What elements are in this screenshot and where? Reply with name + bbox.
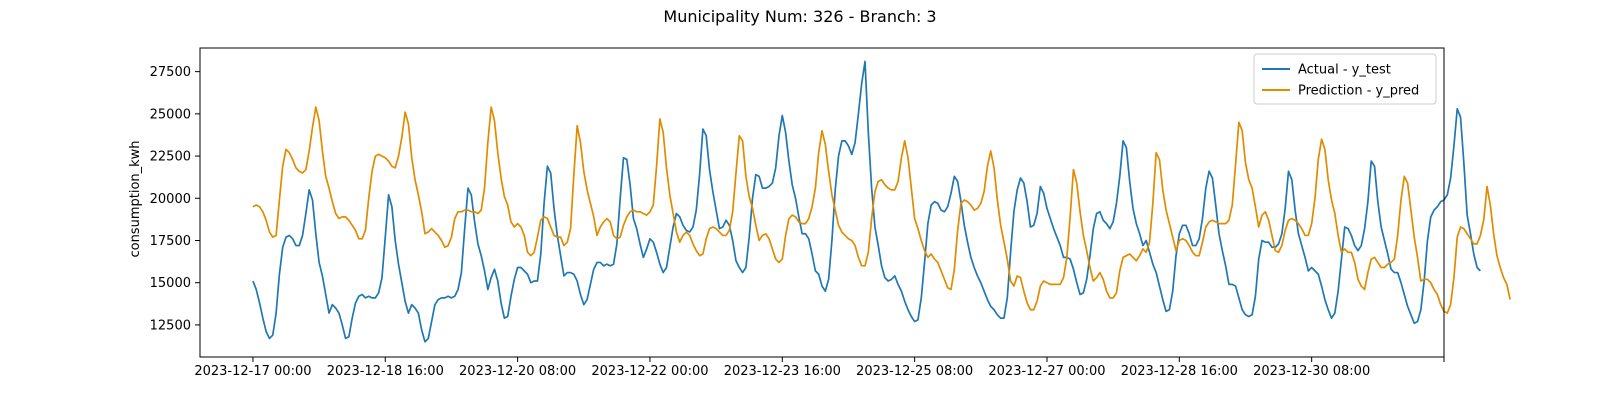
legend-box — [1253, 53, 1437, 105]
y-tick-label: 25000 — [150, 107, 191, 122]
y-axis: 12500 15000 17500 20000 22500 25000 27500 — [150, 65, 200, 333]
series-line-1 — [252, 106, 1512, 314]
x-axis: 2023-12-17 00:00 2023-12-18 16:00 2023-12-… — [194, 357, 1445, 379]
x-tick-label: 2023-12-20 08:00 — [459, 364, 576, 379]
legend: Actual - y_test Prediction - y_pred — [1253, 53, 1437, 105]
y-tick-label: 27500 — [150, 65, 191, 80]
x-tick-label: 2023-12-30 08:00 — [1253, 364, 1370, 379]
x-tick-label: 2023-12-23 16:00 — [724, 364, 841, 379]
y-tick-label: 15000 — [150, 276, 191, 291]
y-tick-label: 22500 — [150, 150, 191, 165]
x-tick-label: 2023-12-17 00:00 — [194, 364, 311, 379]
legend-label: Actual - y_test — [1298, 63, 1391, 78]
y-axis-title: consumption_kwh — [128, 140, 143, 257]
x-tick-label: 2023-12-22 00:00 — [591, 364, 708, 379]
x-tick-label: 2023-12-18 16:00 — [327, 364, 444, 379]
legend-label: Prediction - y_pred — [1298, 84, 1419, 99]
x-tick-label: 2023-12-25 08:00 — [856, 364, 973, 379]
x-tick-label: 2023-12-27 00:00 — [988, 364, 1105, 379]
series-layer — [252, 60, 1512, 343]
y-tick-label: 17500 — [150, 234, 191, 249]
plot-frame — [199, 47, 1445, 358]
y-tick-label: 20000 — [150, 192, 191, 207]
series-line-0 — [252, 60, 1481, 343]
chart-title: Municipality Num: 326 - Branch: 3 — [663, 7, 936, 26]
y-tick-label: 12500 — [150, 318, 191, 333]
x-tick-label: 2023-12-28 16:00 — [1121, 364, 1238, 379]
